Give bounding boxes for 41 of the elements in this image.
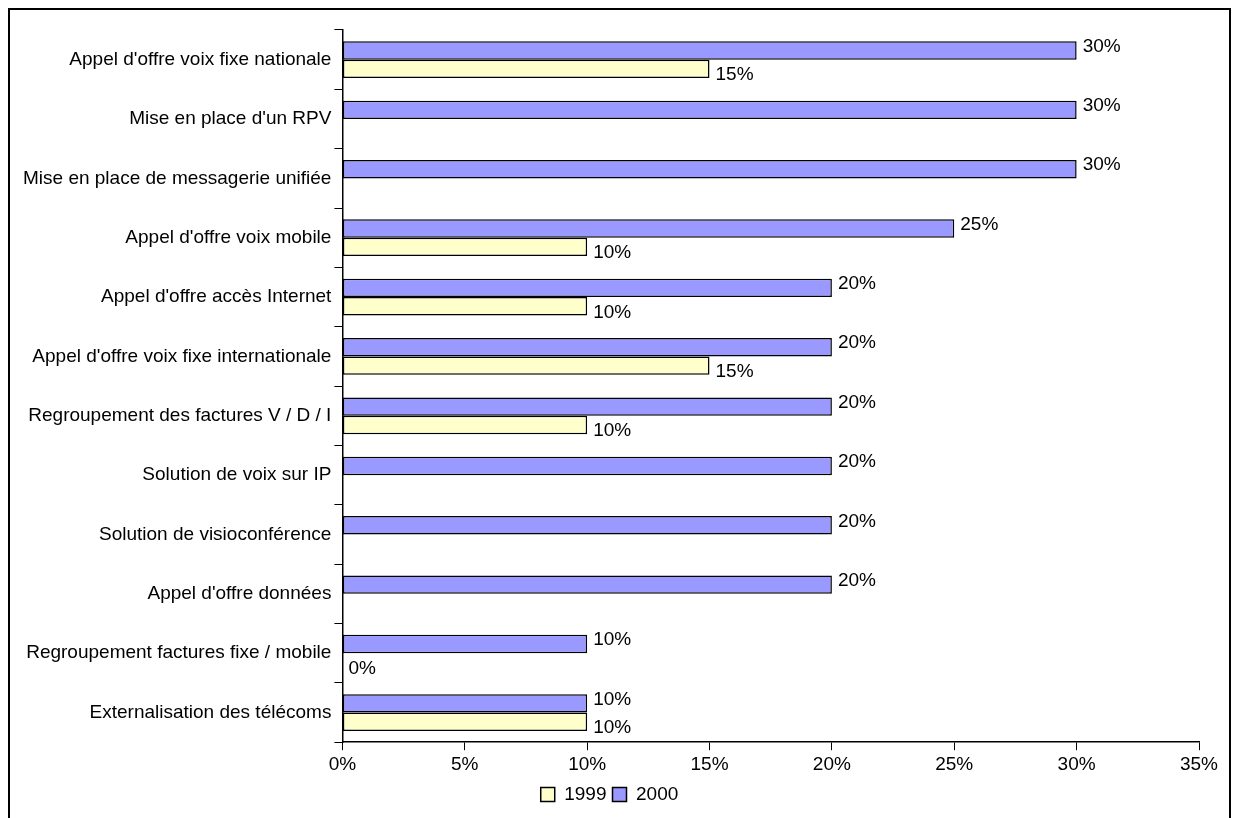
- x-tick-label: 35%: [1179, 752, 1219, 774]
- data-label: 20%: [837, 331, 877, 353]
- x-tick-label: 10%: [568, 752, 607, 774]
- data-label: 30%: [1082, 34, 1121, 56]
- y-tick-label: Appel d'offre données: [147, 582, 332, 604]
- x-tick-label: 20%: [812, 752, 851, 774]
- data-label: 30%: [1082, 94, 1121, 116]
- data-label: 0%: [348, 656, 376, 678]
- data-label: 10%: [593, 300, 632, 322]
- x-tick-label: 15%: [690, 752, 729, 774]
- y-tick-label: Regroupement des factures V / D / I: [28, 404, 332, 426]
- data-label: 20%: [837, 568, 877, 590]
- data-label: 10%: [593, 241, 632, 263]
- x-tick-label: 25%: [935, 752, 974, 774]
- data-label: 20%: [837, 272, 877, 294]
- legend-label: 1999: [564, 782, 607, 804]
- data-label: 10%: [593, 715, 632, 737]
- data-label: 10%: [593, 687, 632, 709]
- x-tick-label: 5%: [451, 752, 479, 774]
- y-tick-label: Appel d'offre voix mobile: [125, 225, 332, 247]
- y-tick-label: Appel d'offre accès Internet: [101, 285, 333, 307]
- data-label: 10%: [593, 628, 632, 650]
- data-label: 30%: [1082, 153, 1121, 175]
- y-tick-label: Solution de voix sur IP: [142, 463, 332, 485]
- y-tick-label: Appel d'offre voix fixe internationale: [32, 344, 332, 366]
- data-label: 15%: [715, 359, 754, 381]
- y-tick-label: Externalisation des télécoms: [89, 700, 332, 722]
- data-label: 20%: [837, 509, 877, 531]
- x-tick-label: 0%: [328, 752, 357, 774]
- data-label: 15%: [715, 63, 754, 85]
- y-tick-label: Appel d'offre voix fixe nationale: [69, 47, 332, 69]
- data-label: 20%: [837, 390, 877, 412]
- y-tick-label: Regroupement factures fixe / mobile: [26, 641, 332, 663]
- y-tick-label: Mise en place de messagerie unifiée: [22, 166, 332, 188]
- legend-label: 2000: [636, 782, 679, 804]
- y-tick-label: Mise en place d'un RPV: [129, 107, 332, 129]
- data-label: 25%: [960, 212, 999, 234]
- x-tick-label: 30%: [1057, 752, 1096, 774]
- y-tick-label: Solution de visioconférence: [99, 522, 332, 544]
- data-label: 10%: [593, 419, 632, 441]
- data-label: 20%: [837, 450, 877, 472]
